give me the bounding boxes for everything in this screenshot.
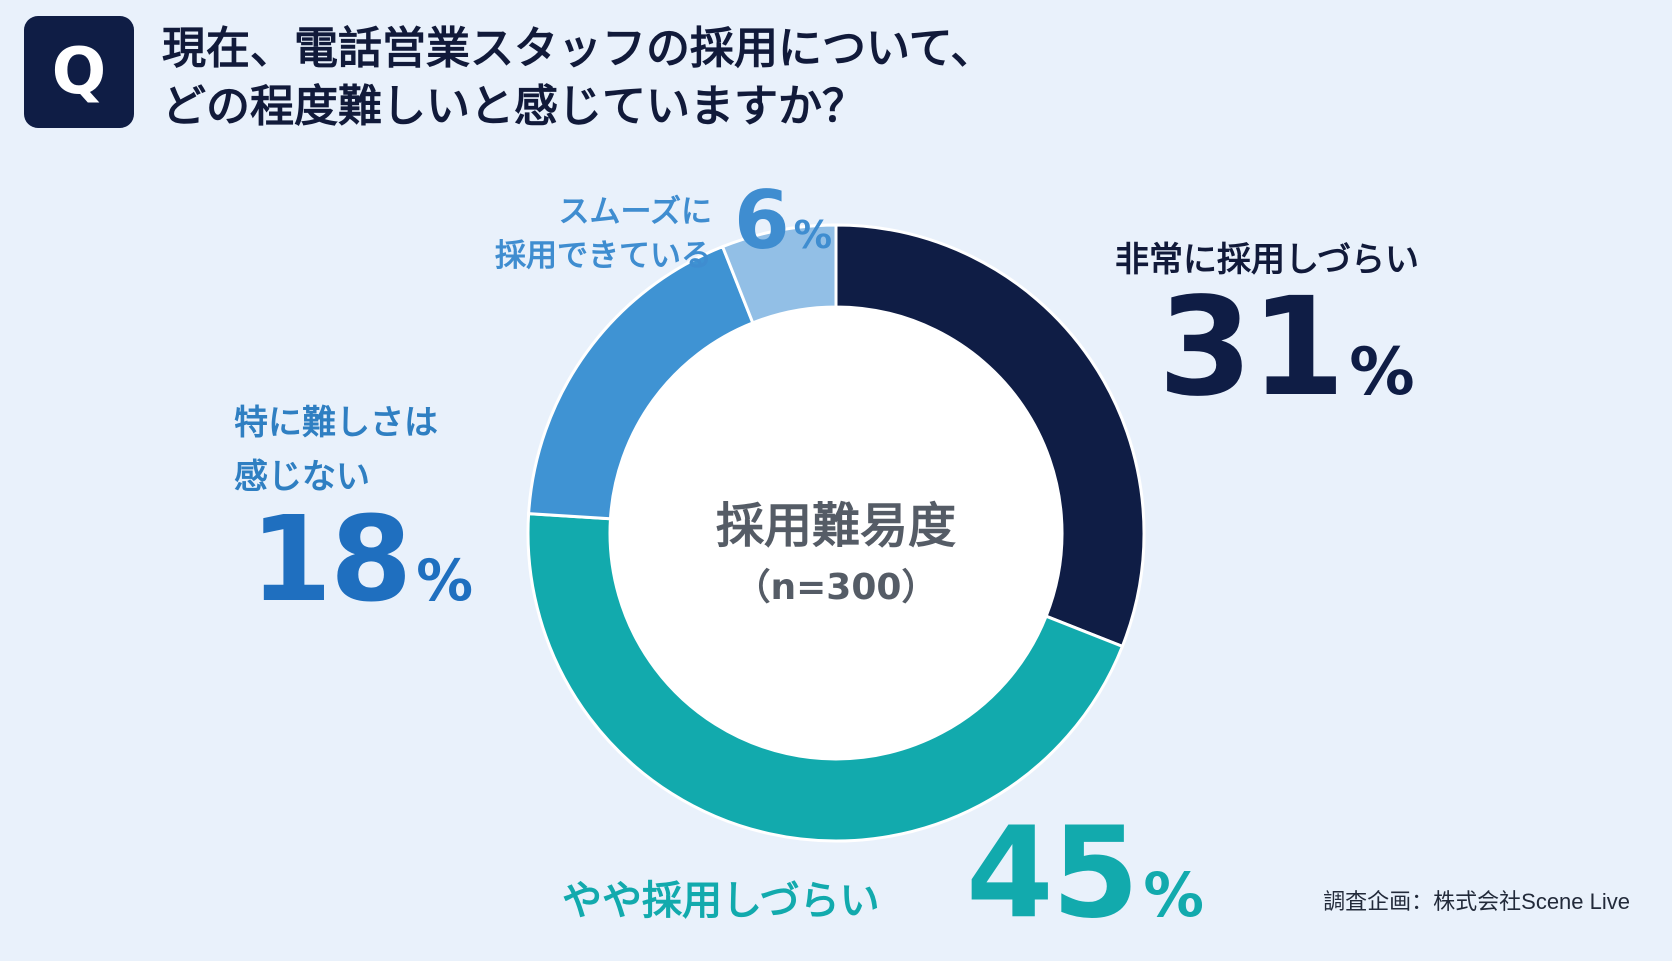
survey-source: 調査企画：株式会社Scene Live [1323,889,1630,914]
value-smooth-number: 6 [734,174,790,267]
value-somewhat-hard-pct: % [1143,861,1204,931]
value-somewhat-hard-number: 45 [966,799,1139,946]
chart-subtitle: （n=300） [734,567,938,608]
question-line-2: どの程度難しいと感じていますか？ [162,81,866,132]
value-smooth: 6% [734,176,832,281]
value-very-hard-number: 31 [1158,269,1345,427]
value-very-hard-pct: % [1349,334,1415,410]
value-very-hard: 31% [1158,278,1415,442]
question-badge: Q [24,16,134,128]
question-line-1: 現在、電話営業スタッフの採用について、 [162,23,995,74]
label-somewhat-hard-name: やや採用しづらい [562,878,880,924]
chart-title: 採用難易度 [715,498,956,554]
label-somewhat-hard: やや採用しづらい [562,868,880,926]
donut-slice-1 [834,223,1146,649]
label-smooth-line1: スムーズに [558,194,712,230]
donut-slice-4 [720,223,838,325]
donut-slice-2 [526,512,1125,843]
value-not-hard: 18% [250,498,473,642]
label-very-hard: 非常に採用しづらい [1115,232,1419,281]
donut-hole [611,308,1061,758]
donut-chart [526,223,1146,843]
value-not-hard-number: 18 [250,490,412,628]
label-not-hard: 特に難しさは 感じない [234,396,438,504]
label-smooth-line2: 採用できている [495,238,712,274]
label-smooth: スムーズに 採用できている [468,190,712,278]
label-not-hard-line2: 感じない [234,457,370,497]
question-title: 現在、電話営業スタッフの採用について、 どの程度難しいと感じていますか？ [162,20,1162,136]
label-very-hard-name: 非常に採用しづらい [1115,240,1419,280]
value-somewhat-hard: 45% [966,808,1204,961]
value-smooth-pct: % [793,213,833,258]
label-not-hard-line1: 特に難しさは [234,403,438,443]
value-not-hard-pct: % [416,548,473,614]
